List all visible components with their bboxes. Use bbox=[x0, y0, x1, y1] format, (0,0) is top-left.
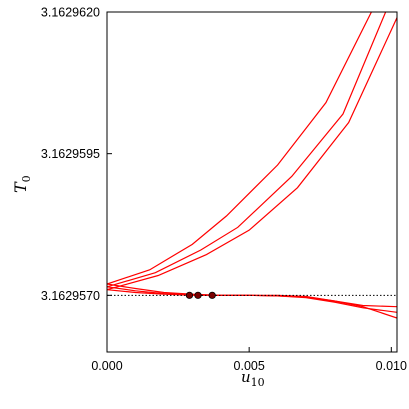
x-axis-label: u10 bbox=[241, 368, 265, 389]
series-line-2 bbox=[107, 12, 387, 288]
y-axis-label: T0 bbox=[11, 175, 33, 193]
x-ticks: 0.000 0.005 0.010 bbox=[91, 347, 407, 373]
data-marker-1 bbox=[185, 291, 194, 299]
marker-layer bbox=[185, 291, 216, 299]
y-tick-label: 3.1629570 bbox=[41, 289, 100, 303]
series-line-1 bbox=[107, 12, 372, 285]
y-ticks: 3.1629570 3.1629595 3.1629620 bbox=[41, 6, 112, 303]
data-marker-3 bbox=[208, 291, 216, 299]
data-marker-2 bbox=[194, 291, 202, 299]
x-tick-label: 0.000 bbox=[91, 359, 122, 373]
plot-frame bbox=[106, 11, 398, 353]
x-tick-label: 0.010 bbox=[376, 359, 407, 373]
y-tick-label: 3.1629595 bbox=[41, 147, 100, 161]
x-tick-label: 0.005 bbox=[234, 359, 265, 373]
y-tick-label: 3.1629620 bbox=[41, 6, 100, 20]
series-layer bbox=[107, 12, 397, 319]
series-line-3 bbox=[107, 17, 397, 291]
series-line-6 bbox=[107, 289, 397, 308]
series-line-4 bbox=[107, 283, 397, 319]
